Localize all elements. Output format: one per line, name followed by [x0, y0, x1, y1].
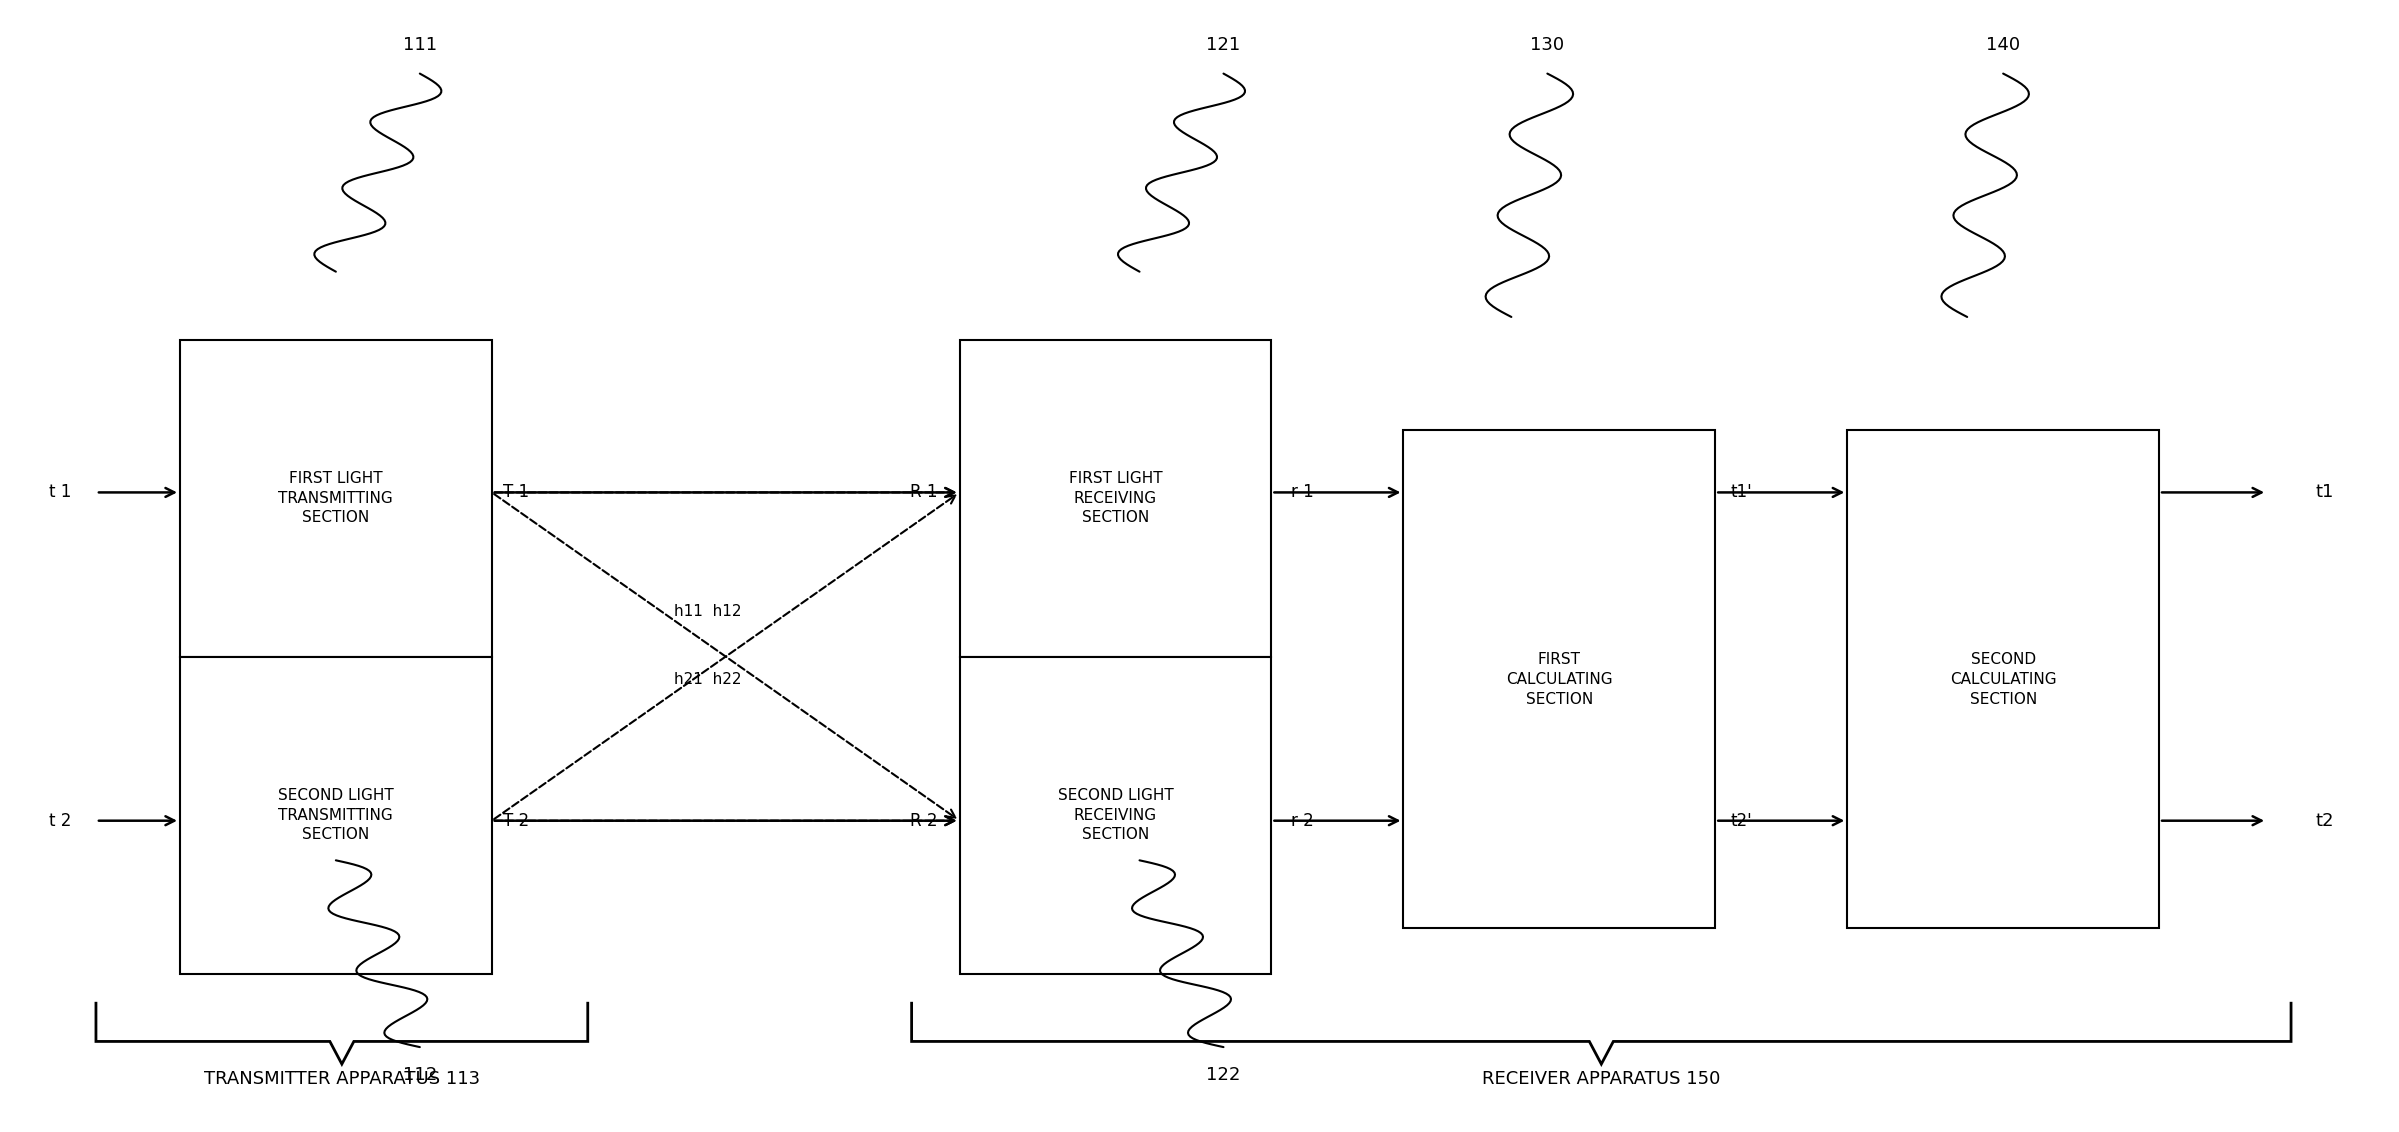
FancyBboxPatch shape: [960, 340, 1271, 657]
Text: SECOND LIGHT
RECEIVING
SECTION: SECOND LIGHT RECEIVING SECTION: [1058, 788, 1173, 842]
Text: FIRST LIGHT
RECEIVING
SECTION: FIRST LIGHT RECEIVING SECTION: [1068, 471, 1164, 525]
Text: T 1: T 1: [504, 483, 528, 501]
Text: t1': t1': [1730, 483, 1754, 501]
FancyBboxPatch shape: [180, 340, 492, 657]
Text: t2': t2': [1730, 812, 1754, 830]
Text: h11  h12: h11 h12: [674, 603, 741, 619]
Text: 121: 121: [1207, 36, 1240, 54]
Text: T 2: T 2: [504, 812, 528, 830]
Text: t 2: t 2: [48, 812, 72, 830]
Text: r 1: r 1: [1291, 483, 1315, 501]
Text: RECEIVER APPARATUS 150: RECEIVER APPARATUS 150: [1483, 1070, 1720, 1088]
Text: SECOND LIGHT
TRANSMITTING
SECTION: SECOND LIGHT TRANSMITTING SECTION: [278, 788, 393, 842]
Text: R 2: R 2: [909, 812, 938, 830]
FancyBboxPatch shape: [1847, 430, 2159, 928]
Text: TRANSMITTER APPARATUS 113: TRANSMITTER APPARATUS 113: [204, 1070, 480, 1088]
Text: t 1: t 1: [48, 483, 72, 501]
Text: 122: 122: [1207, 1066, 1240, 1084]
Text: h21  h22: h21 h22: [674, 671, 741, 687]
Text: t2: t2: [2315, 812, 2334, 830]
Text: R 1: R 1: [909, 483, 938, 501]
Text: SECOND
CALCULATING
SECTION: SECOND CALCULATING SECTION: [1950, 652, 2056, 706]
FancyBboxPatch shape: [1403, 430, 1715, 928]
Text: 112: 112: [403, 1066, 437, 1084]
Text: 140: 140: [1986, 36, 2020, 54]
Text: t1: t1: [2315, 483, 2334, 501]
Text: FIRST LIGHT
TRANSMITTING
SECTION: FIRST LIGHT TRANSMITTING SECTION: [278, 471, 393, 525]
Text: 111: 111: [403, 36, 437, 54]
FancyBboxPatch shape: [960, 657, 1271, 974]
Text: 130: 130: [1531, 36, 1564, 54]
Text: FIRST
CALCULATING
SECTION: FIRST CALCULATING SECTION: [1507, 652, 1612, 706]
Text: r 2: r 2: [1291, 812, 1315, 830]
FancyBboxPatch shape: [180, 657, 492, 974]
